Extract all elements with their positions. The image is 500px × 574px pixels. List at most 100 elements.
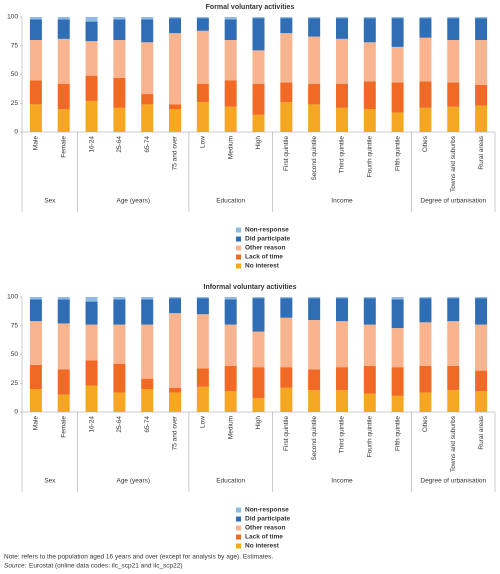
bar-segment [29, 389, 42, 412]
bar-segment [252, 298, 265, 332]
bar-segment [252, 18, 265, 51]
bar-segment [280, 82, 293, 103]
bar-segment [280, 33, 293, 83]
bar-segment [335, 297, 348, 299]
bar-segment [196, 102, 209, 132]
bar-segment [113, 40, 126, 78]
chart-title: Informal voluntary activities [204, 284, 297, 291]
bar-segment [252, 331, 265, 368]
bar-segment [57, 299, 70, 324]
bar-segment [363, 109, 376, 132]
bar-segment [85, 17, 98, 22]
bar-segment [141, 389, 154, 412]
bar-segment [113, 17, 126, 20]
x-tick-label: 25-64 [116, 136, 123, 153]
x-tick-label: Rural areas [478, 415, 485, 449]
x-tick-label: Female [60, 136, 67, 158]
x-tick-label: Cities [422, 415, 429, 432]
bar-segment [169, 297, 182, 299]
bar-segment [335, 38, 348, 84]
x-tick-label: Fourth quintile [367, 416, 374, 458]
legend-label: Did participate [245, 236, 291, 243]
bar-segment [169, 313, 182, 388]
legend-swatch [236, 236, 241, 242]
bar-segment [29, 104, 42, 132]
bar-segment [196, 314, 209, 369]
bar-segment [280, 102, 293, 132]
bar-segment [419, 37, 432, 82]
bar-segment [57, 297, 70, 300]
bar-segment [447, 40, 460, 83]
bar-segment [252, 83, 265, 115]
bar-segment [57, 109, 70, 132]
bar-segment [113, 297, 126, 300]
legend-label: Other reason [245, 245, 285, 252]
x-tick-label: High [255, 136, 262, 150]
bar-segment [475, 18, 488, 40]
bar-segment [308, 297, 321, 299]
y-tick-label: 25 [11, 380, 19, 387]
source-label: Source: [4, 563, 27, 570]
bar-segment [85, 21, 98, 42]
bar-segment [196, 386, 209, 412]
bar-segment [475, 84, 488, 106]
bar-segment [196, 18, 209, 31]
bar-segment [85, 75, 98, 101]
bar-segment [391, 18, 404, 47]
legend-label: Did participate [245, 516, 291, 523]
bar-segment [308, 298, 321, 320]
x-tick-label: 25-64 [116, 416, 123, 433]
x-tick-label: Second quintile [311, 136, 318, 181]
bar-segment [391, 328, 404, 368]
bar-segment [391, 82, 404, 113]
bar-segment [335, 390, 348, 412]
legend-swatch [236, 254, 241, 260]
bar-segment [391, 395, 404, 412]
bar-segment [57, 17, 70, 20]
bar-segment [308, 83, 321, 105]
bar-segment [169, 387, 182, 393]
bar-segment [57, 369, 70, 395]
bar-segment [224, 366, 237, 392]
x-tick-label: Towns and suburbs [450, 135, 457, 192]
x-tick-label: 75 and over [172, 415, 179, 450]
legend-swatch [236, 525, 241, 531]
bar-segment [29, 364, 42, 389]
legend-swatch [236, 507, 241, 513]
bar-segment [335, 321, 348, 368]
bar-segment [475, 40, 488, 85]
bar-segment [447, 18, 460, 40]
bar-segment [280, 298, 293, 318]
bar-segment [335, 298, 348, 322]
x-tick-label: Low [200, 416, 207, 428]
y-tick-label: 75 [11, 322, 19, 329]
bar-segment [475, 370, 488, 392]
bar-segment [141, 324, 154, 379]
x-tick-label: First quintile [283, 416, 290, 451]
bar-segment [391, 112, 404, 132]
bar-segment [224, 391, 237, 412]
bar-segment [224, 299, 237, 325]
bar-segment [29, 80, 42, 105]
bar-segment [252, 50, 265, 84]
x-tick-label: 16-24 [88, 136, 95, 153]
group-label: Education [216, 198, 245, 205]
x-tick-label: Third quintile [339, 416, 346, 454]
bar-segment [308, 320, 321, 370]
legend-label: No interest [245, 263, 280, 270]
bar-segment [224, 106, 237, 132]
bar-segment [224, 80, 237, 107]
bar-segment [391, 297, 404, 300]
bar-segment [57, 394, 70, 412]
x-tick-label: Female [60, 416, 67, 438]
x-tick-label: 65-74 [144, 136, 151, 153]
group-label: Income [331, 478, 353, 485]
bar-segment [141, 104, 154, 132]
bar-segment [363, 81, 376, 109]
bar-segment [308, 36, 321, 84]
legend-label: Non-response [245, 507, 289, 514]
bar-segment [475, 17, 488, 19]
bar-segment [335, 17, 348, 19]
bar-segment [252, 297, 265, 299]
